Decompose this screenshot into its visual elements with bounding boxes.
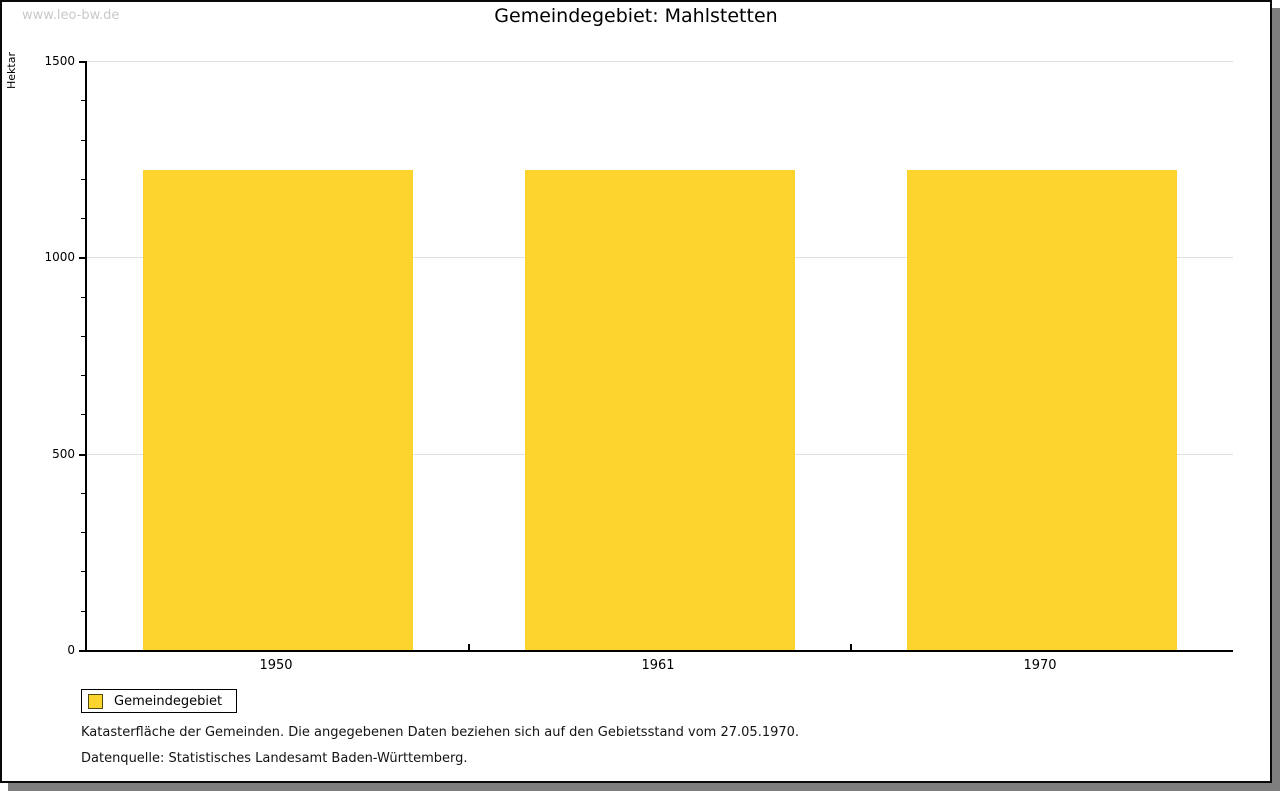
chart-title: Gemeindegebiet: Mahlstetten <box>494 5 778 27</box>
x-axis-divider-tick <box>850 644 852 650</box>
y-axis-label-1500: 1500 <box>44 54 75 68</box>
y-axis-minor-tick-900 <box>81 297 85 298</box>
y-axis-minor-tick-600 <box>81 414 85 415</box>
legend-swatch-gemeindegebiet <box>88 693 103 709</box>
bar-1950 <box>143 170 413 650</box>
y-axis-major-tick-500 <box>79 454 85 456</box>
watermark-link: www.leo-bw.de <box>22 8 120 23</box>
y-axis-minor-tick-200 <box>81 571 85 572</box>
y-axis-minor-tick-700 <box>81 375 85 376</box>
y-axis-minor-tick-1100 <box>81 218 85 219</box>
y-axis-label-1000: 1000 <box>44 250 75 264</box>
footnote-data-source: Datenquelle: Statistisches Landesamt Bad… <box>81 751 468 766</box>
y-axis-label-500: 500 <box>52 447 75 461</box>
bar-1961 <box>525 170 795 650</box>
window-shadow-bottom <box>8 783 1272 791</box>
legend-label: Gemeindegebiet <box>114 693 223 709</box>
x-axis-divider-tick <box>468 644 470 650</box>
y-axis-major-tick-1500 <box>79 61 85 63</box>
gridline-1500 <box>87 61 1233 62</box>
y-axis-label-0: 0 <box>67 643 75 657</box>
y-axis-minor-tick-800 <box>81 336 85 337</box>
y-axis-minor-tick-100 <box>81 611 85 612</box>
legend: Gemeindegebiet <box>81 689 238 713</box>
x-axis-label-1970: 1970 <box>1023 658 1057 673</box>
x-axis-label-1961: 1961 <box>641 658 675 673</box>
y-axis-major-tick-1000 <box>79 257 85 259</box>
y-axis-minor-tick-1400 <box>81 100 85 101</box>
y-axis-minor-tick-1200 <box>81 179 85 180</box>
y-axis-minor-tick-1300 <box>81 140 85 141</box>
y-axis-minor-tick-400 <box>81 493 85 494</box>
bar-1970 <box>907 170 1177 650</box>
y-axis-minor-tick-300 <box>81 532 85 533</box>
plot-area <box>85 61 1233 652</box>
y-axis-major-tick-0 <box>79 650 85 652</box>
footnote-source-note: Katasterfläche der Gemeinden. Die angege… <box>81 725 800 740</box>
x-axis-label-1950: 1950 <box>259 658 293 673</box>
window-shadow-right <box>1272 8 1280 791</box>
